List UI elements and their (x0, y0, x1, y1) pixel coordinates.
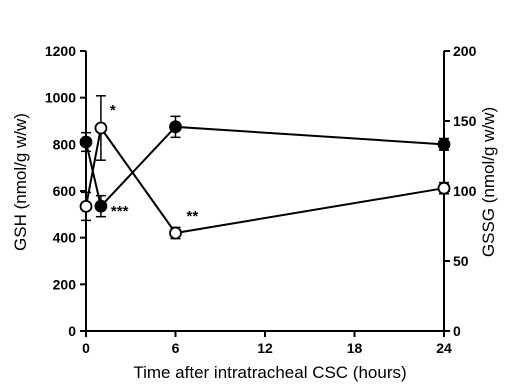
axes: 0 6 12 18 2402004006008001000120005010015020… (45, 43, 477, 356)
series-1-point-2 (169, 226, 182, 240)
series-0-point-0 (79, 135, 93, 149)
y2-tick-label-2: 100 (453, 183, 477, 199)
series-1-point-3 (437, 181, 451, 195)
x-tick-label-1: 6 (172, 340, 180, 356)
annotation-0: * (110, 102, 116, 119)
x-axis-title: Time after intratracheal CSC (hours) (133, 363, 406, 382)
series-1-line (85, 125, 445, 235)
annotation-2: ** (187, 208, 199, 225)
y2-tick-label-4: 200 (453, 43, 477, 59)
y-tick-label-1: 200 (53, 276, 77, 292)
y-tick-label-0: 0 (68, 323, 76, 339)
series-0-point-1 (94, 199, 108, 213)
y-tick-label-4: 800 (53, 136, 77, 152)
x-tick-label-4: 24 (436, 340, 452, 356)
annotation-1: *** (111, 203, 129, 220)
series-0-point-3 (437, 137, 451, 151)
series-0-point-2 (169, 120, 182, 134)
series-1-point-1 (94, 121, 108, 135)
series-layer (79, 95, 451, 240)
y-axis-title: GSH (nmol/g w/w) (11, 113, 30, 251)
y-tick-label-3: 600 (53, 183, 77, 199)
x-tick-label-0: 0 (82, 340, 90, 356)
x-tick-label-3: 18 (347, 340, 363, 356)
annotation-layer: **** ** (110, 102, 198, 225)
series-0-line (85, 125, 445, 209)
y2-axis-title: GSSG (nmol/g w/w) (479, 107, 498, 257)
y2-tick-label-3: 150 (453, 113, 477, 129)
y2-tick-label-1: 50 (453, 253, 469, 269)
y-tick-label-5: 1000 (45, 90, 76, 106)
series-1-point-0 (79, 199, 93, 213)
y2-tick-label-0: 0 (453, 323, 461, 339)
x-tick-label-2: 12 (257, 340, 273, 356)
y-tick-label-6: 1200 (45, 43, 76, 59)
y-tick-label-2: 400 (53, 230, 77, 246)
